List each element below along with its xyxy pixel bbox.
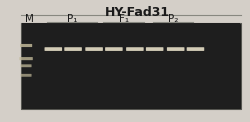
- Text: P₁: P₁: [66, 14, 77, 24]
- FancyBboxPatch shape: [21, 74, 32, 77]
- FancyBboxPatch shape: [64, 47, 82, 51]
- FancyBboxPatch shape: [146, 47, 164, 51]
- Text: M: M: [26, 14, 34, 24]
- FancyBboxPatch shape: [105, 47, 123, 51]
- FancyBboxPatch shape: [167, 47, 184, 51]
- FancyBboxPatch shape: [187, 47, 204, 51]
- FancyBboxPatch shape: [21, 23, 241, 109]
- FancyBboxPatch shape: [85, 47, 103, 51]
- FancyBboxPatch shape: [22, 23, 240, 108]
- Text: P₂: P₂: [168, 14, 178, 24]
- Text: HY-Fad31: HY-Fad31: [105, 6, 170, 19]
- FancyBboxPatch shape: [126, 47, 144, 51]
- FancyBboxPatch shape: [21, 64, 32, 67]
- Text: F₁: F₁: [119, 14, 129, 24]
- FancyBboxPatch shape: [20, 44, 32, 47]
- FancyBboxPatch shape: [44, 47, 62, 51]
- FancyBboxPatch shape: [20, 57, 33, 60]
